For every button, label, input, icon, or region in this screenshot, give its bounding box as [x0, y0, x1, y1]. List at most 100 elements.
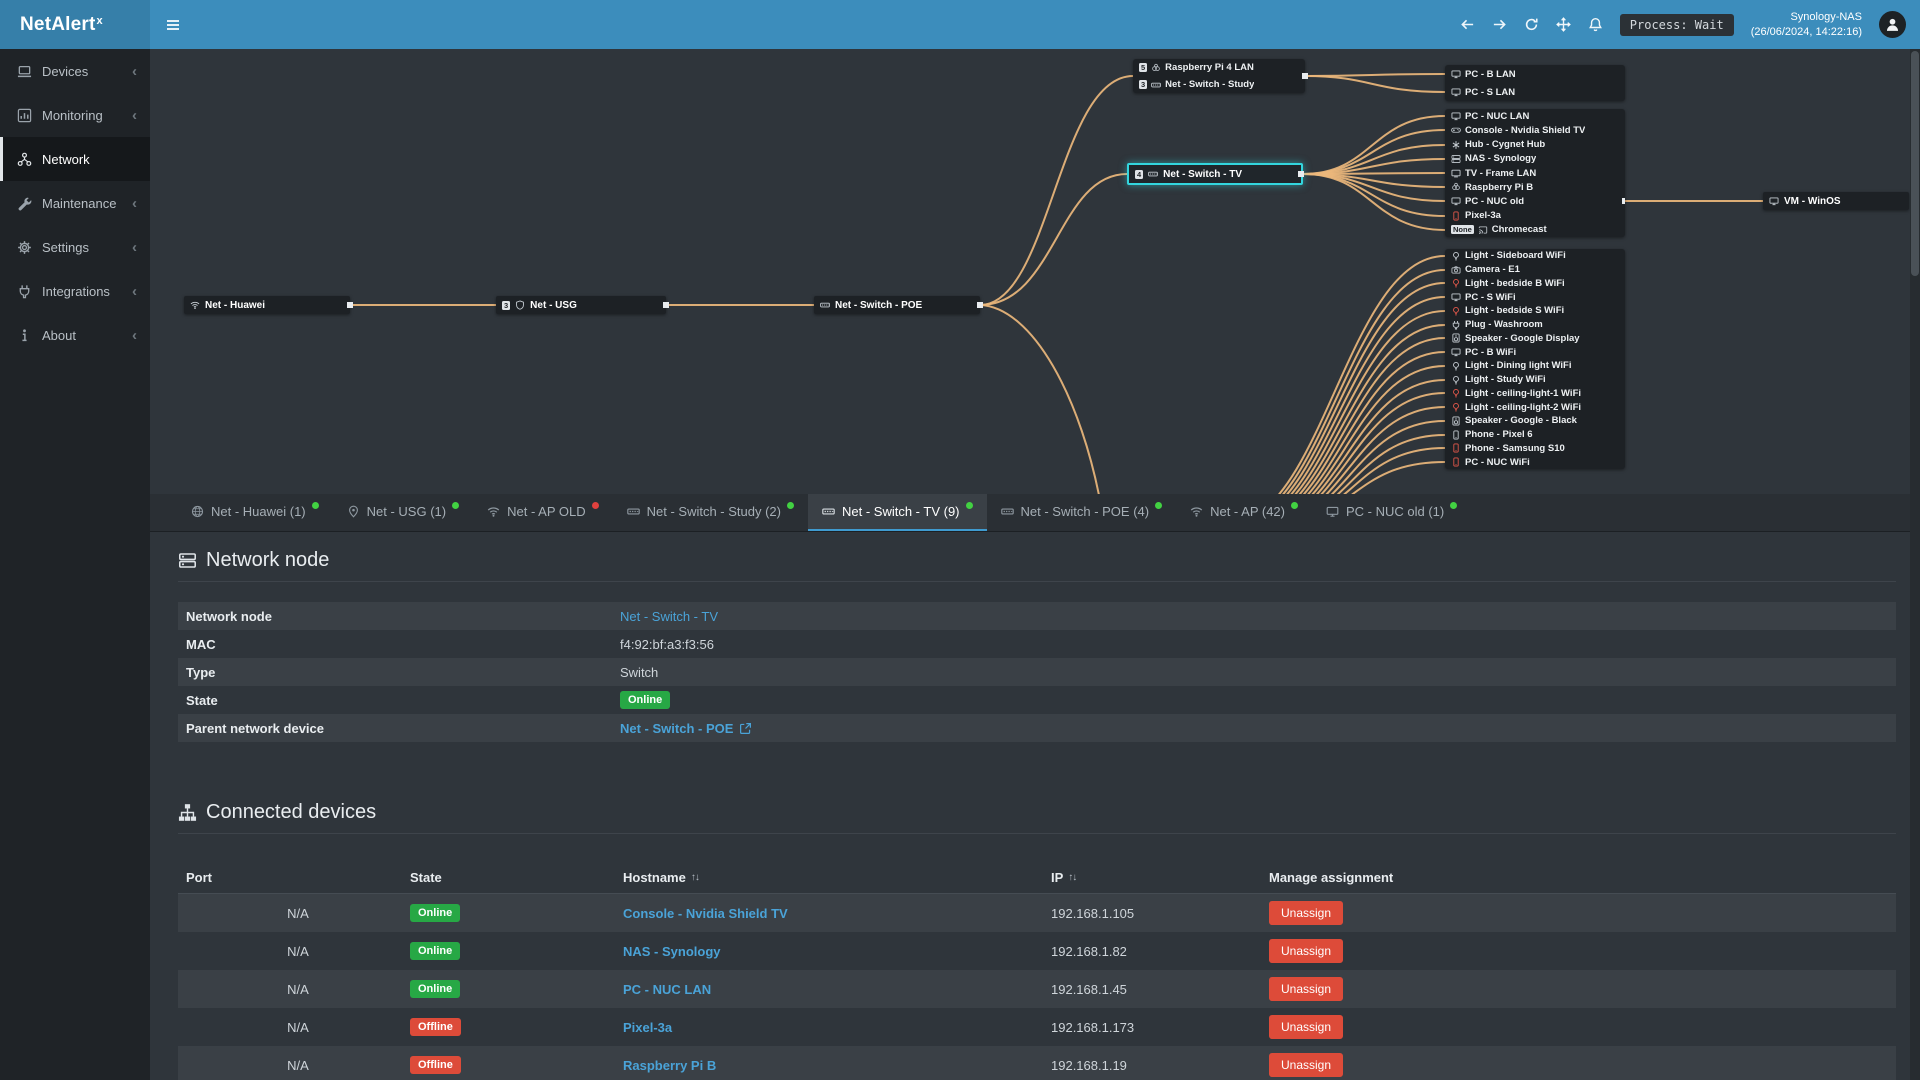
- network-tab[interactable]: Net - USG (1): [333, 494, 473, 531]
- tab-status-dot: [965, 502, 973, 509]
- topology-device[interactable]: Phone - Samsung S10: [1445, 442, 1625, 456]
- switch-icon: [627, 505, 640, 518]
- sidebar-item[interactable]: Monitoring ‹: [0, 93, 150, 137]
- topology-device[interactable]: PC - S WiFi: [1445, 290, 1625, 304]
- topology-device[interactable]: 3 Net - Switch - Study: [1133, 76, 1305, 93]
- topology-device[interactable]: PC - S LAN: [1445, 83, 1625, 101]
- topology-device[interactable]: PC - NUC old: [1445, 194, 1625, 208]
- unassign-button[interactable]: Unassign: [1269, 901, 1344, 925]
- topology-device[interactable]: PC - B LAN: [1445, 65, 1625, 83]
- topology-device[interactable]: Light - bedside S WiFi: [1445, 304, 1625, 318]
- port-cell: N/A: [287, 905, 309, 921]
- detail-value[interactable]: f4:92:bf:a3:f3:56: [620, 636, 714, 652]
- hostname-link[interactable]: PC - NUC LAN: [623, 981, 712, 997]
- tab-status-dot: [1155, 502, 1163, 509]
- topology-device[interactable]: Pixel-3a: [1445, 208, 1625, 222]
- sidebar-item-label: Monitoring: [42, 107, 103, 123]
- page-scrollbar[interactable]: [1910, 49, 1920, 1080]
- unassign-button[interactable]: Unassign: [1269, 939, 1344, 963]
- scrollbar-thumb[interactable]: [1911, 51, 1919, 276]
- hostname-link[interactable]: Pixel-3a: [623, 1019, 673, 1035]
- refresh-icon[interactable]: [1524, 17, 1539, 32]
- topology-node-net-switch-poe[interactable]: Net - Switch - POE: [814, 296, 983, 314]
- network-topology-map[interactable]: Net - Huawei 3 Net - USG Net - Switch - …: [150, 49, 1920, 494]
- topology-device[interactable]: Light - bedside B WiFi: [1445, 277, 1625, 291]
- device-label: Net - Switch - Study: [1165, 79, 1255, 90]
- topology-device[interactable]: Light - ceiling-light-1 WiFi: [1445, 387, 1625, 401]
- topology-device[interactable]: NAS - Synology: [1445, 152, 1625, 166]
- topology-device[interactable]: Light - Sideboard WiFi: [1445, 249, 1625, 263]
- pan-move-icon[interactable]: [1556, 17, 1571, 32]
- unassign-button[interactable]: Unassign: [1269, 977, 1344, 1001]
- topology-node-net-switch-tv-selected[interactable]: 4 Net - Switch - TV: [1127, 163, 1304, 185]
- network-tab[interactable]: Net - Huawei (1): [177, 494, 333, 531]
- monitor-icon: [1451, 69, 1461, 79]
- process-status-badge[interactable]: Process: Wait: [1619, 13, 1734, 36]
- device-label: Light - ceiling-light-1 WiFi: [1465, 387, 1582, 399]
- sidebar-item[interactable]: Devices ‹: [0, 49, 150, 93]
- notifications-bell-icon[interactable]: [1588, 17, 1603, 32]
- topology-device[interactable]: PC - NUC LAN: [1445, 109, 1625, 123]
- app-logo[interactable]: NetAlert x: [0, 0, 150, 49]
- topology-device[interactable]: 5 Raspberry Pi 4 LAN: [1133, 59, 1305, 76]
- topology-device[interactable]: Light - Study WiFi: [1445, 373, 1625, 387]
- topology-device[interactable]: None Chromecast: [1445, 223, 1625, 237]
- sidebar-toggle-button[interactable]: [150, 0, 196, 49]
- sort-icon[interactable]: ↑↓: [690, 872, 700, 883]
- topology-device[interactable]: Speaker - Google Display: [1445, 332, 1625, 346]
- topology-device[interactable]: PC - B WiFi: [1445, 345, 1625, 359]
- topology-device[interactable]: Speaker - Google - Black: [1445, 414, 1625, 428]
- port-cell: N/A: [287, 981, 309, 997]
- network-tab[interactable]: Net - AP (42): [1176, 494, 1312, 531]
- network-tab[interactable]: PC - NUC old (1): [1312, 494, 1471, 531]
- sitemap-icon: [178, 803, 197, 822]
- topology-node-net-huawei[interactable]: Net - Huawei: [184, 296, 353, 314]
- detail-value[interactable]: Switch: [620, 664, 659, 680]
- unassign-button[interactable]: Unassign: [1269, 1015, 1344, 1039]
- port-number: 3: [1139, 80, 1148, 89]
- sidebar-item[interactable]: Settings ‹: [0, 225, 150, 269]
- detail-value[interactable]: Online: [620, 690, 671, 710]
- network-tab[interactable]: Net - Switch - POE (4): [987, 494, 1177, 531]
- hostname-link[interactable]: Raspberry Pi B: [623, 1057, 717, 1073]
- topology-node-net-usg[interactable]: 3 Net - USG: [496, 296, 669, 314]
- topology-device[interactable]: TV - Frame LAN: [1445, 166, 1625, 180]
- topology-node-vm-winos[interactable]: VM - WinOS: [1763, 192, 1909, 210]
- plug-icon: [17, 284, 32, 299]
- nav-back-icon[interactable]: [1460, 17, 1475, 32]
- hostname-link[interactable]: Console - Nvidia Shield TV: [623, 905, 788, 921]
- sidebar-item[interactable]: Integrations ‹: [0, 269, 150, 313]
- topology-device[interactable]: Console - Nvidia Shield TV: [1445, 123, 1625, 137]
- network-tab[interactable]: Net - AP OLD: [473, 494, 613, 531]
- sidebar-item[interactable]: Network ‹: [0, 137, 150, 181]
- topology-device[interactable]: Plug - Washroom: [1445, 318, 1625, 332]
- unassign-button[interactable]: Unassign: [1269, 1053, 1344, 1077]
- tab-label: PC - NUC old (1): [1346, 504, 1445, 519]
- tab-status-dot: [452, 502, 460, 509]
- topology-device[interactable]: Light - ceiling-light-2 WiFi: [1445, 400, 1625, 414]
- app-title-sup: x: [96, 14, 103, 27]
- device-label: Speaker - Google - Black: [1465, 415, 1577, 427]
- detail-value[interactable]: Net - Switch - TV: [620, 608, 719, 624]
- topology-device[interactable]: PC - NUC WiFi: [1445, 455, 1625, 469]
- user-avatar[interactable]: [1879, 11, 1906, 38]
- topology-device[interactable]: Camera - E1: [1445, 263, 1625, 277]
- tab-label: Net - AP OLD: [507, 504, 586, 519]
- sidebar-item[interactable]: About ‹: [0, 313, 150, 357]
- detail-value[interactable]: Net - Switch - POE: [620, 720, 734, 736]
- state-badge: Online: [410, 903, 461, 923]
- hostname-link[interactable]: NAS - Synology: [623, 943, 721, 959]
- network-tab[interactable]: Net - Switch - TV (9): [808, 494, 987, 531]
- topology-device[interactable]: Phone - Pixel 6: [1445, 428, 1625, 442]
- topology-device[interactable]: Light - Dining light WiFi: [1445, 359, 1625, 373]
- topology-device[interactable]: Hub - Cygnet Hub: [1445, 138, 1625, 152]
- network-tab[interactable]: Net - Switch - Study (2): [613, 494, 808, 531]
- sidebar-item[interactable]: Maintenance ‹: [0, 181, 150, 225]
- nav-forward-icon[interactable]: [1492, 17, 1507, 32]
- device-label: Speaker - Google Display: [1465, 332, 1580, 344]
- external-link-icon[interactable]: [739, 722, 752, 735]
- topology-device[interactable]: Raspberry Pi B: [1445, 180, 1625, 194]
- sort-icon[interactable]: ↑↓: [1068, 872, 1077, 883]
- tab-label: Net - Huawei (1): [211, 504, 306, 519]
- device-label: Plug - Washroom: [1465, 319, 1543, 331]
